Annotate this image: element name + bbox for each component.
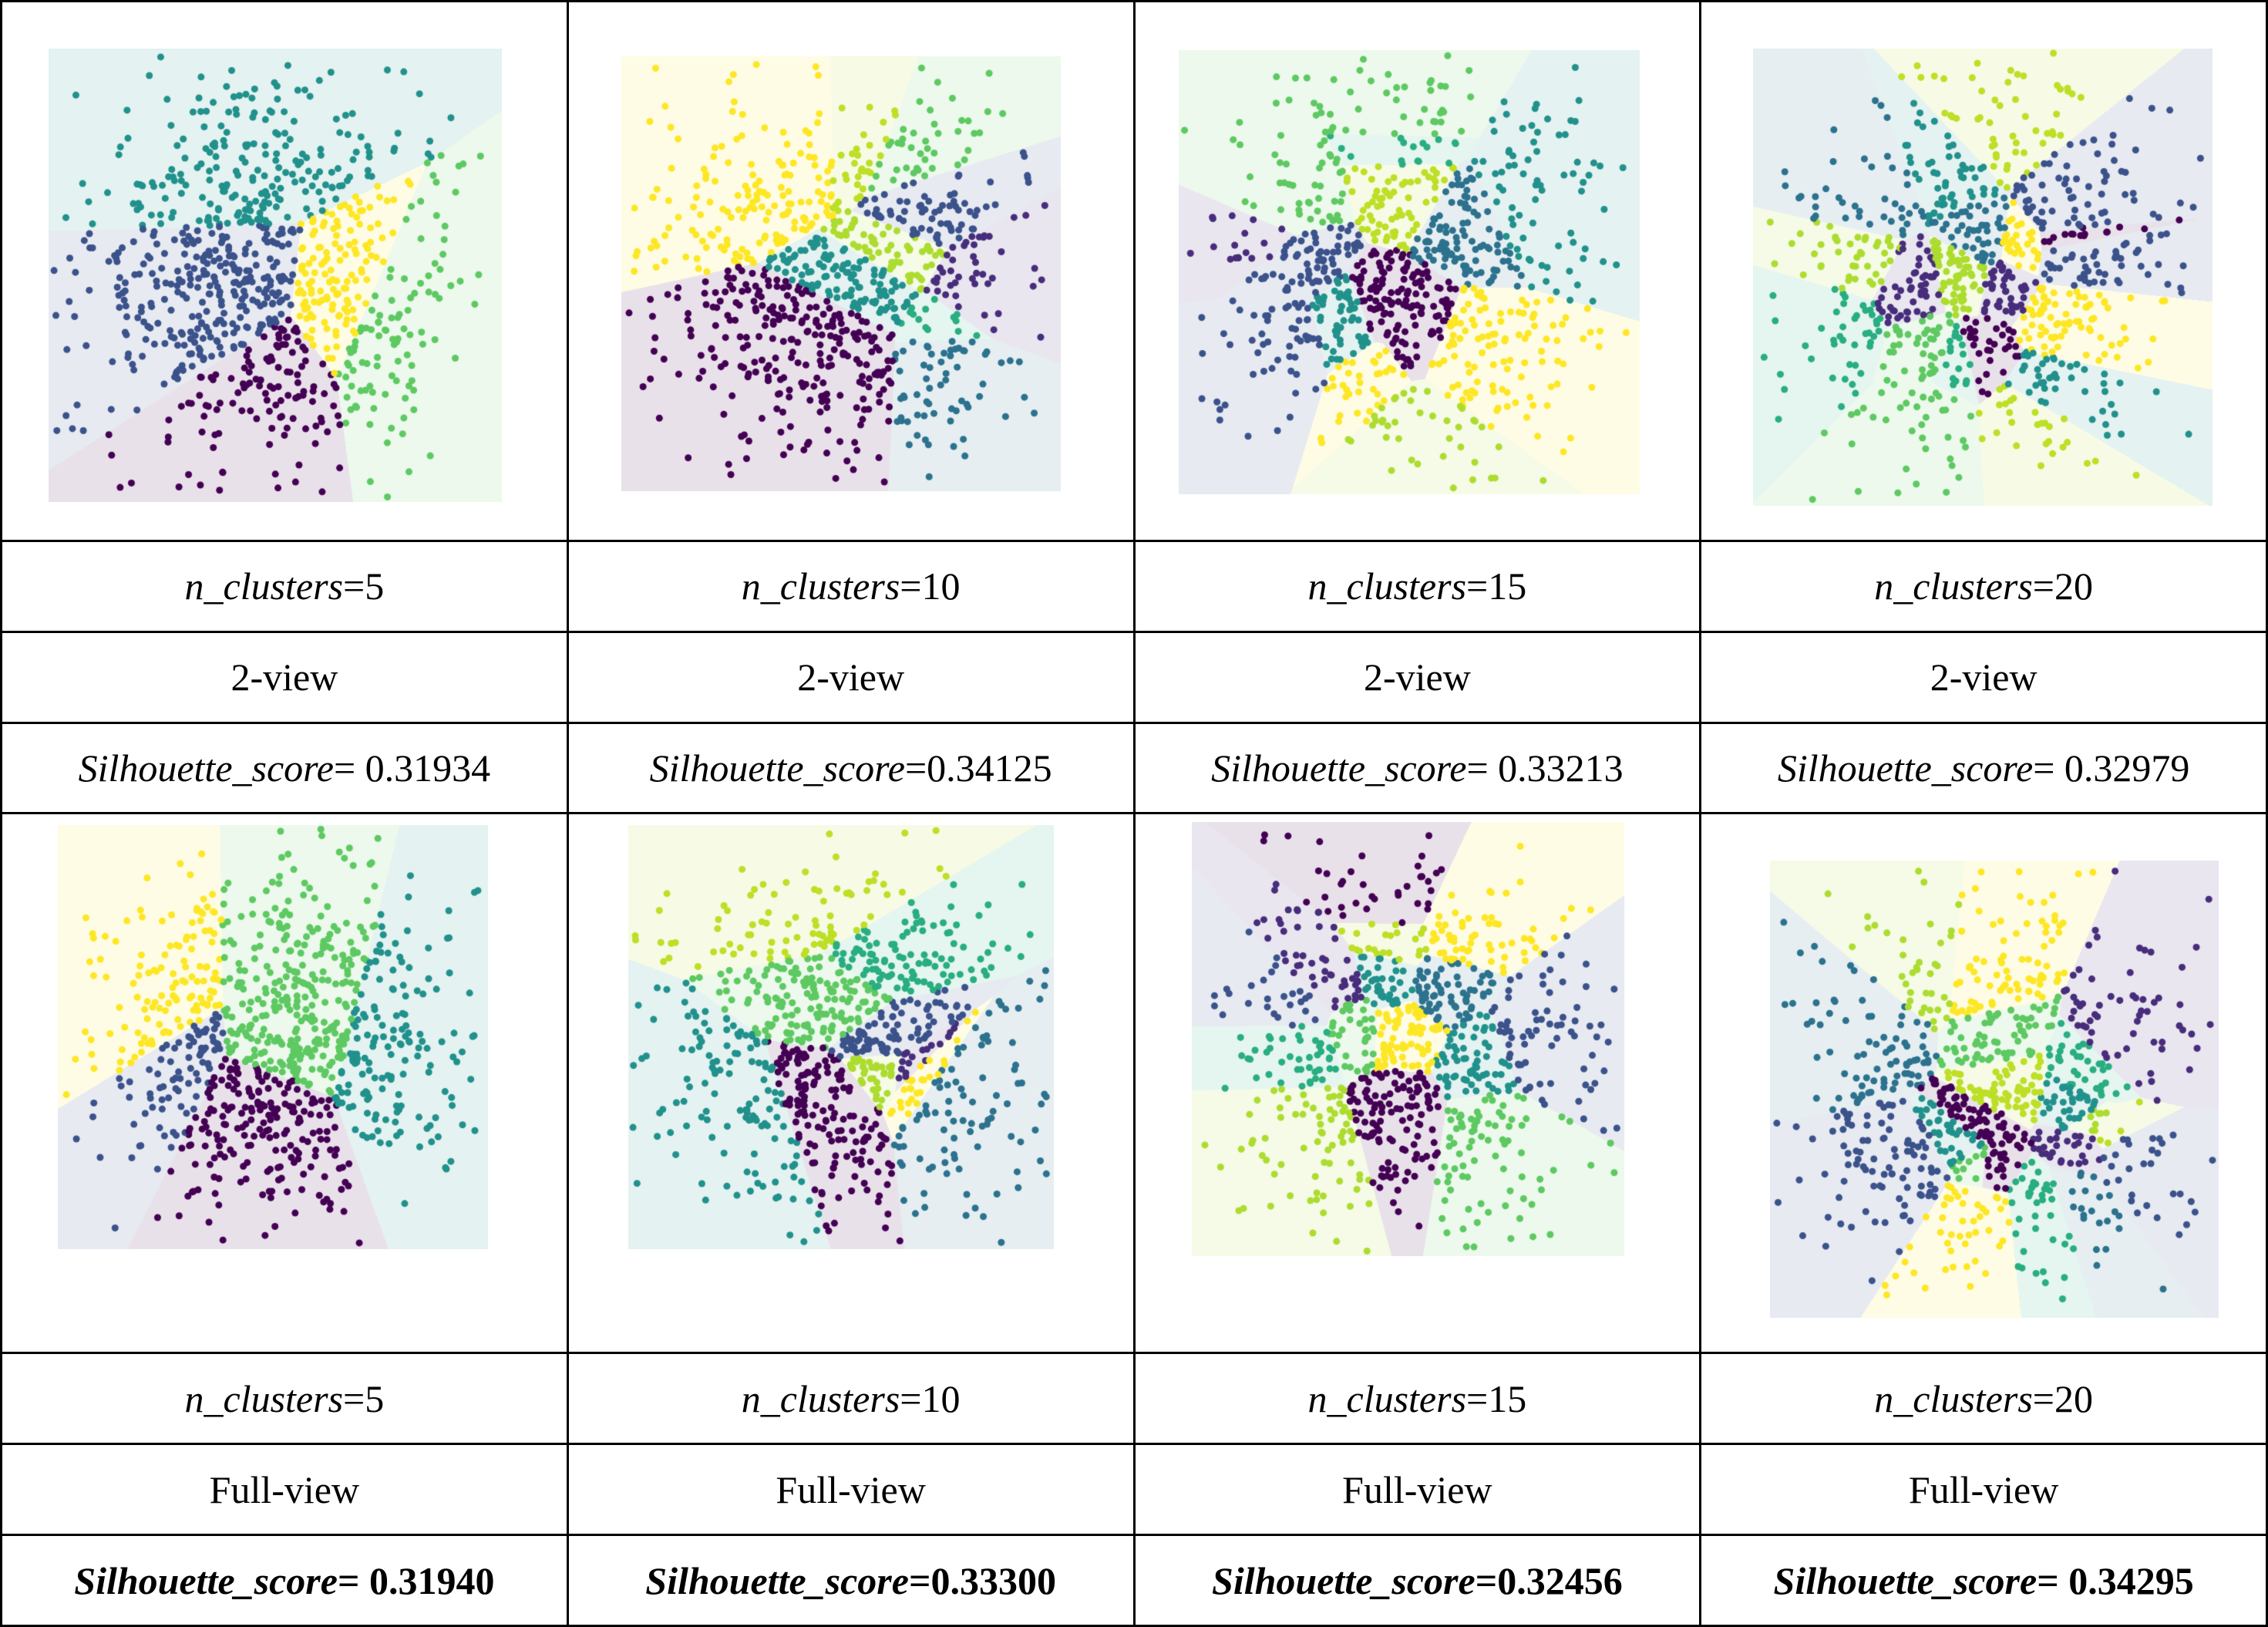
view-cell: 2-view bbox=[1699, 630, 2268, 724]
score-label: Silhouette_score bbox=[645, 1558, 909, 1602]
cluster-scatter-plot bbox=[58, 825, 488, 1250]
cluster-scatter-plot bbox=[628, 825, 1054, 1250]
score-cell: Silhouette_score= 0.33213 bbox=[1132, 721, 1702, 815]
n-clusters-value: =5 bbox=[343, 564, 385, 608]
score-value: = 0.31934 bbox=[333, 746, 491, 790]
score-cell: Silhouette_score=0.33300 bbox=[566, 1534, 1136, 1627]
plot-cell bbox=[1699, 0, 2268, 542]
score-value: =0.32456 bbox=[1475, 1558, 1623, 1602]
n-clusters-cell: n_clusters=10 bbox=[566, 539, 1136, 633]
view-cell: Full-view bbox=[1132, 1443, 1702, 1537]
cluster-scatter-plot bbox=[1178, 50, 1640, 494]
score-label: Silhouette_score bbox=[649, 746, 905, 790]
cluster-scatter-plot bbox=[49, 49, 502, 502]
n-clusters-label: n_clusters bbox=[1874, 1376, 2033, 1420]
view-cell: 2-view bbox=[566, 630, 1136, 724]
plot-cell bbox=[566, 0, 1136, 542]
n-clusters-label: n_clusters bbox=[184, 1376, 344, 1420]
n-clusters-label: n_clusters bbox=[1307, 564, 1467, 608]
plot-cell bbox=[0, 812, 569, 1355]
n-clusters-cell: n_clusters=5 bbox=[0, 1352, 569, 1446]
n-clusters-value: =20 bbox=[2032, 564, 2093, 608]
n-clusters-label: n_clusters bbox=[1874, 564, 2033, 608]
n-clusters-value: =5 bbox=[343, 1376, 385, 1420]
n-clusters-label: n_clusters bbox=[741, 564, 900, 608]
n-clusters-cell: n_clusters=5 bbox=[0, 539, 569, 633]
score-value: = 0.33213 bbox=[1466, 746, 1624, 790]
plot-cell bbox=[0, 0, 569, 542]
n-clusters-value: =10 bbox=[900, 564, 961, 608]
plot-row-2-view bbox=[0, 0, 2268, 542]
view-cell: Full-view bbox=[566, 1443, 1136, 1537]
score-label: Silhouette_score bbox=[78, 746, 334, 790]
score-cell: Silhouette_score=0.32456 bbox=[1132, 1534, 1702, 1627]
score-value: = 0.31940 bbox=[337, 1558, 495, 1602]
cluster-scatter-plot bbox=[1191, 822, 1624, 1257]
plot-cell bbox=[1699, 812, 2268, 1355]
n-clusters-value: =15 bbox=[1466, 564, 1527, 608]
n-clusters-label: n_clusters bbox=[184, 564, 344, 608]
n-clusters-cell: n_clusters=15 bbox=[1132, 1352, 1702, 1446]
cluster-scatter-plot bbox=[1753, 49, 2213, 506]
score-value: = 0.34295 bbox=[2037, 1558, 2194, 1602]
score-value: =0.33300 bbox=[908, 1558, 1056, 1602]
view-cell: Full-view bbox=[1699, 1443, 2268, 1537]
view-cell: Full-view bbox=[0, 1443, 569, 1537]
n-clusters-value: =15 bbox=[1466, 1376, 1527, 1420]
plot-cell bbox=[566, 812, 1136, 1355]
n-clusters-label: n_clusters bbox=[1307, 1376, 1467, 1420]
score-value: =0.34125 bbox=[904, 746, 1052, 790]
plot-cell bbox=[1132, 0, 1702, 542]
score-label: Silhouette_score bbox=[74, 1558, 338, 1602]
score-cell: Silhouette_score= 0.31940 bbox=[0, 1534, 569, 1627]
score-value: = 0.32979 bbox=[2033, 746, 2190, 790]
n-clusters-cell: n_clusters=20 bbox=[1699, 539, 2268, 633]
n-clusters-label: n_clusters bbox=[741, 1376, 900, 1420]
plot-row-full-view bbox=[0, 812, 2268, 1355]
n-clusters-cell: n_clusters=10 bbox=[566, 1352, 1136, 1446]
score-label: Silhouette_score bbox=[1773, 1558, 2037, 1602]
score-label: Silhouette_score bbox=[1212, 1558, 1476, 1602]
score-label: Silhouette_score bbox=[1777, 746, 2034, 790]
n-clusters-cell: n_clusters=15 bbox=[1132, 539, 1702, 633]
n-clusters-value: =10 bbox=[900, 1376, 961, 1420]
score-cell: Silhouette_score= 0.32979 bbox=[1699, 721, 2268, 815]
plot-cell bbox=[1132, 812, 1702, 1355]
view-cell: 2-view bbox=[1132, 630, 1702, 724]
score-cell: Silhouette_score=0.34125 bbox=[566, 721, 1136, 815]
cluster-scatter-plot bbox=[1770, 861, 2219, 1319]
score-label: Silhouette_score bbox=[1211, 746, 1467, 790]
view-cell: 2-view bbox=[0, 630, 569, 724]
n-clusters-value: =20 bbox=[2032, 1376, 2093, 1420]
cluster-scatter-plot bbox=[621, 56, 1061, 491]
score-cell: Silhouette_score= 0.34295 bbox=[1699, 1534, 2268, 1627]
score-cell: Silhouette_score= 0.31934 bbox=[0, 721, 569, 815]
n-clusters-cell: n_clusters=20 bbox=[1699, 1352, 2268, 1446]
